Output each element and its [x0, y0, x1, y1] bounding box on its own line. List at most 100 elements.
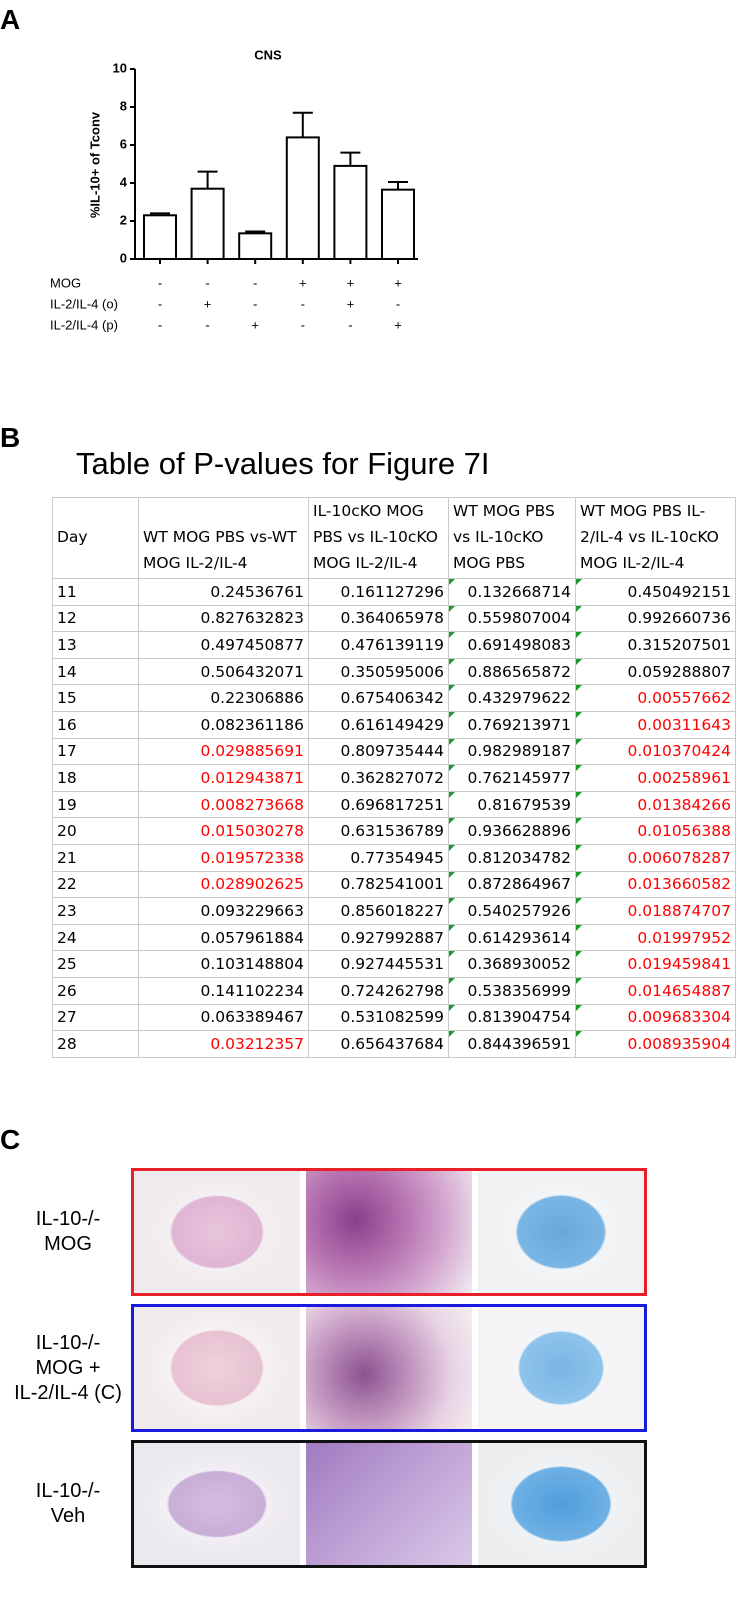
- condition-mark: +: [347, 275, 355, 290]
- p-value-cell: 0.01997952: [575, 923, 736, 952]
- row-label-line: IL-10-/-: [35, 1480, 101, 1502]
- column-header: WT MOG PBS vs-WT MOG IL-2/IL-4: [138, 497, 309, 579]
- image-row: [131, 1440, 647, 1568]
- p-value-cell: 0.432979622: [448, 684, 576, 712]
- p-value-cell: 0.614293614: [448, 923, 576, 952]
- bar: [285, 136, 320, 260]
- day-cell: 11: [52, 578, 139, 606]
- chart: CNS %IL-10+ of Tconv 0 2 4 6 8 10 MOG - - - + + + IL-…: [50, 47, 418, 332]
- cell-marker: [576, 898, 582, 905]
- p-value-cell: 0.01384266: [575, 790, 736, 819]
- p-value-cell: 0.531082599: [308, 1003, 449, 1032]
- micrograph: [478, 1171, 644, 1293]
- p-value-cell: 0.927445531: [308, 950, 449, 978]
- condition-label: MOG: [50, 275, 81, 290]
- p-value-cell: 0.24536761: [138, 578, 309, 606]
- condition-mark: +: [299, 275, 307, 290]
- row-label-line: IL-2/IL-4 (C): [14, 1381, 122, 1404]
- p-value-table: Day WT MOG PBS vs-WT MOG IL-2/IL-4 IL-10cK…: [52, 497, 736, 1058]
- table-row: 21 0.019572338 0.77354945 0.812034782 0.0060…: [52, 843, 736, 872]
- p-value-cell: 0.014654887: [575, 976, 736, 1005]
- cell-marker: [576, 658, 582, 665]
- condition-mark: -: [301, 296, 305, 311]
- table-row: 25 0.103148804 0.927445531 0.368930052 0.019…: [52, 950, 736, 978]
- day-cell: 13: [52, 631, 139, 659]
- y-tick-label: 6: [120, 136, 127, 151]
- p-value-cell: 0.00258961: [575, 764, 736, 792]
- p-value-cell: 0.013660582: [575, 870, 736, 899]
- p-value-cell: 0.00557662: [575, 684, 736, 712]
- p-value-cell: 0.844396591: [448, 1030, 576, 1058]
- panel-label: B: [0, 422, 21, 453]
- cell-marker: [449, 765, 455, 772]
- p-value-cell: 0.724262798: [308, 976, 449, 1005]
- row-label: IL-10-/- MOG: [0, 1207, 136, 1257]
- y-tick-label: 10: [113, 60, 127, 75]
- p-value-cell: 0.936628896: [448, 817, 576, 845]
- p-value-cell: 0.22306886: [138, 684, 309, 712]
- cell-marker: [449, 632, 455, 639]
- cell-marker: [449, 791, 455, 798]
- micrograph: [134, 1307, 300, 1429]
- micrograph: [134, 1443, 300, 1565]
- day-cell: 12: [52, 604, 139, 633]
- p-value-cell: 0.008935904: [575, 1030, 736, 1058]
- cell-marker: [449, 924, 455, 931]
- table-row: 28 0.03212357 0.656437684 0.844396591 0.0089…: [52, 1030, 736, 1058]
- condition-mark: -: [396, 296, 400, 311]
- row-label: IL-10-/- MOG + IL-2/IL-4 (C): [0, 1331, 136, 1406]
- cell-marker: [449, 818, 455, 825]
- condition-mark: -: [253, 296, 257, 311]
- y-tick-label: 2: [120, 212, 127, 227]
- row-label-line: IL-10-/-: [35, 1331, 101, 1354]
- p-value-cell: 0.093229663: [138, 897, 309, 925]
- p-value-cell: 0.006078287: [575, 843, 736, 872]
- table-row: 26 0.141102234 0.724262798 0.538356999 0.014…: [52, 976, 736, 1005]
- p-value-cell: 0.450492151: [575, 578, 736, 606]
- p-value-cell: 0.057961884: [138, 923, 309, 952]
- cell-marker: [576, 951, 582, 958]
- cell-marker: [576, 871, 582, 878]
- condition-label: IL-2/IL-4 (p): [50, 317, 118, 332]
- table-row: 16 0.082361186 0.616149429 0.769213971 0.003…: [52, 710, 736, 739]
- p-value-cell: 0.927992887: [308, 923, 449, 952]
- image-row: [131, 1168, 647, 1296]
- p-value-cell: 0.886565872: [448, 657, 576, 686]
- condition-mark: -: [158, 296, 162, 311]
- day-cell: 16: [52, 710, 139, 739]
- micrograph: [134, 1171, 300, 1293]
- bar: [190, 187, 225, 260]
- cell-marker: [576, 791, 582, 798]
- table-row: 15 0.22306886 0.675406342 0.432979622 0.0055…: [52, 684, 736, 712]
- row-label-line: IL-10-/-: [35, 1208, 101, 1230]
- table-row: 22 0.028902625 0.782541001 0.872864967 0.013…: [52, 870, 736, 899]
- cell-marker: [449, 711, 455, 718]
- row-label-line: MOG: [44, 1233, 92, 1255]
- condition-mark: +: [394, 275, 402, 290]
- day-cell: 25: [52, 950, 139, 978]
- p-value-cell: 0.762145977: [448, 764, 576, 792]
- bar: [238, 232, 273, 261]
- condition-label: IL-2/IL-4 (o): [50, 296, 118, 311]
- day-cell: 15: [52, 684, 139, 712]
- image-row: [131, 1304, 647, 1432]
- table-row: 17 0.029885691 0.809735444 0.982989187 0.010…: [52, 737, 736, 766]
- cell-marker: [449, 605, 455, 612]
- table-row: 14 0.506432071 0.350595006 0.886565872 0.059…: [52, 657, 736, 686]
- y-axis-label: %IL-10+ of Tconv: [87, 111, 102, 218]
- table-row: 20 0.015030278 0.631536789 0.936628896 0.010…: [52, 817, 736, 845]
- day-cell: 14: [52, 657, 139, 686]
- p-value-cell: 0.856018227: [308, 897, 449, 925]
- p-value-cell: 0.809735444: [308, 737, 449, 766]
- p-value-cell: 0.812034782: [448, 843, 576, 872]
- day-cell: 18: [52, 764, 139, 792]
- p-value-cell: 0.019572338: [138, 843, 309, 872]
- column-header: IL-10cKO MOG PBS vs IL-10cKO MOG IL-2/IL…: [308, 497, 449, 579]
- column-header: WT MOG PBS IL-2/IL-4 vs IL-10cKO MOG IL-…: [575, 497, 736, 579]
- condition-mark: -: [205, 317, 209, 332]
- p-value-cell: 0.00311643: [575, 710, 736, 739]
- panel-label: A: [0, 4, 21, 35]
- condition-mark: +: [204, 296, 212, 311]
- table-row: 13 0.497450877 0.476139119 0.691498083 0.315…: [52, 631, 736, 659]
- condition-mark: -: [301, 317, 305, 332]
